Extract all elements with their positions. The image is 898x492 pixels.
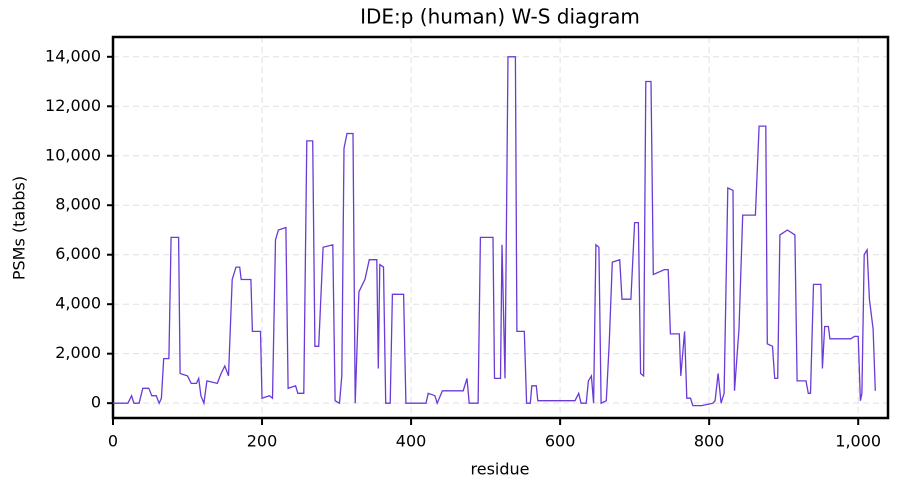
x-axis-label: residue [471,460,530,479]
y-tick-label: 2,000 [55,343,101,362]
x-tick-label: 600 [545,432,576,451]
y-tick-label: 4,000 [55,294,101,313]
plot-frame [111,35,890,420]
y-tick-label: 14,000 [45,46,101,65]
x-tick-label: 0 [108,432,118,451]
x-tick-label: 200 [247,432,278,451]
x-tick-label: 800 [694,432,725,451]
y-tick-label: 0 [91,393,101,412]
y-tick-label: 10,000 [45,145,101,164]
y-axis-label: PSMs (tabbs) [10,176,29,280]
y-tick-label: 12,000 [45,96,101,115]
data-line [113,56,876,407]
x-tick-label: 1,000 [835,432,881,451]
chart-title: IDE:p (human) W-S diagram [360,5,640,29]
y-tick-label: 8,000 [55,195,101,214]
y-tick-label: 6,000 [55,244,101,263]
x-tick-label: 400 [396,432,427,451]
